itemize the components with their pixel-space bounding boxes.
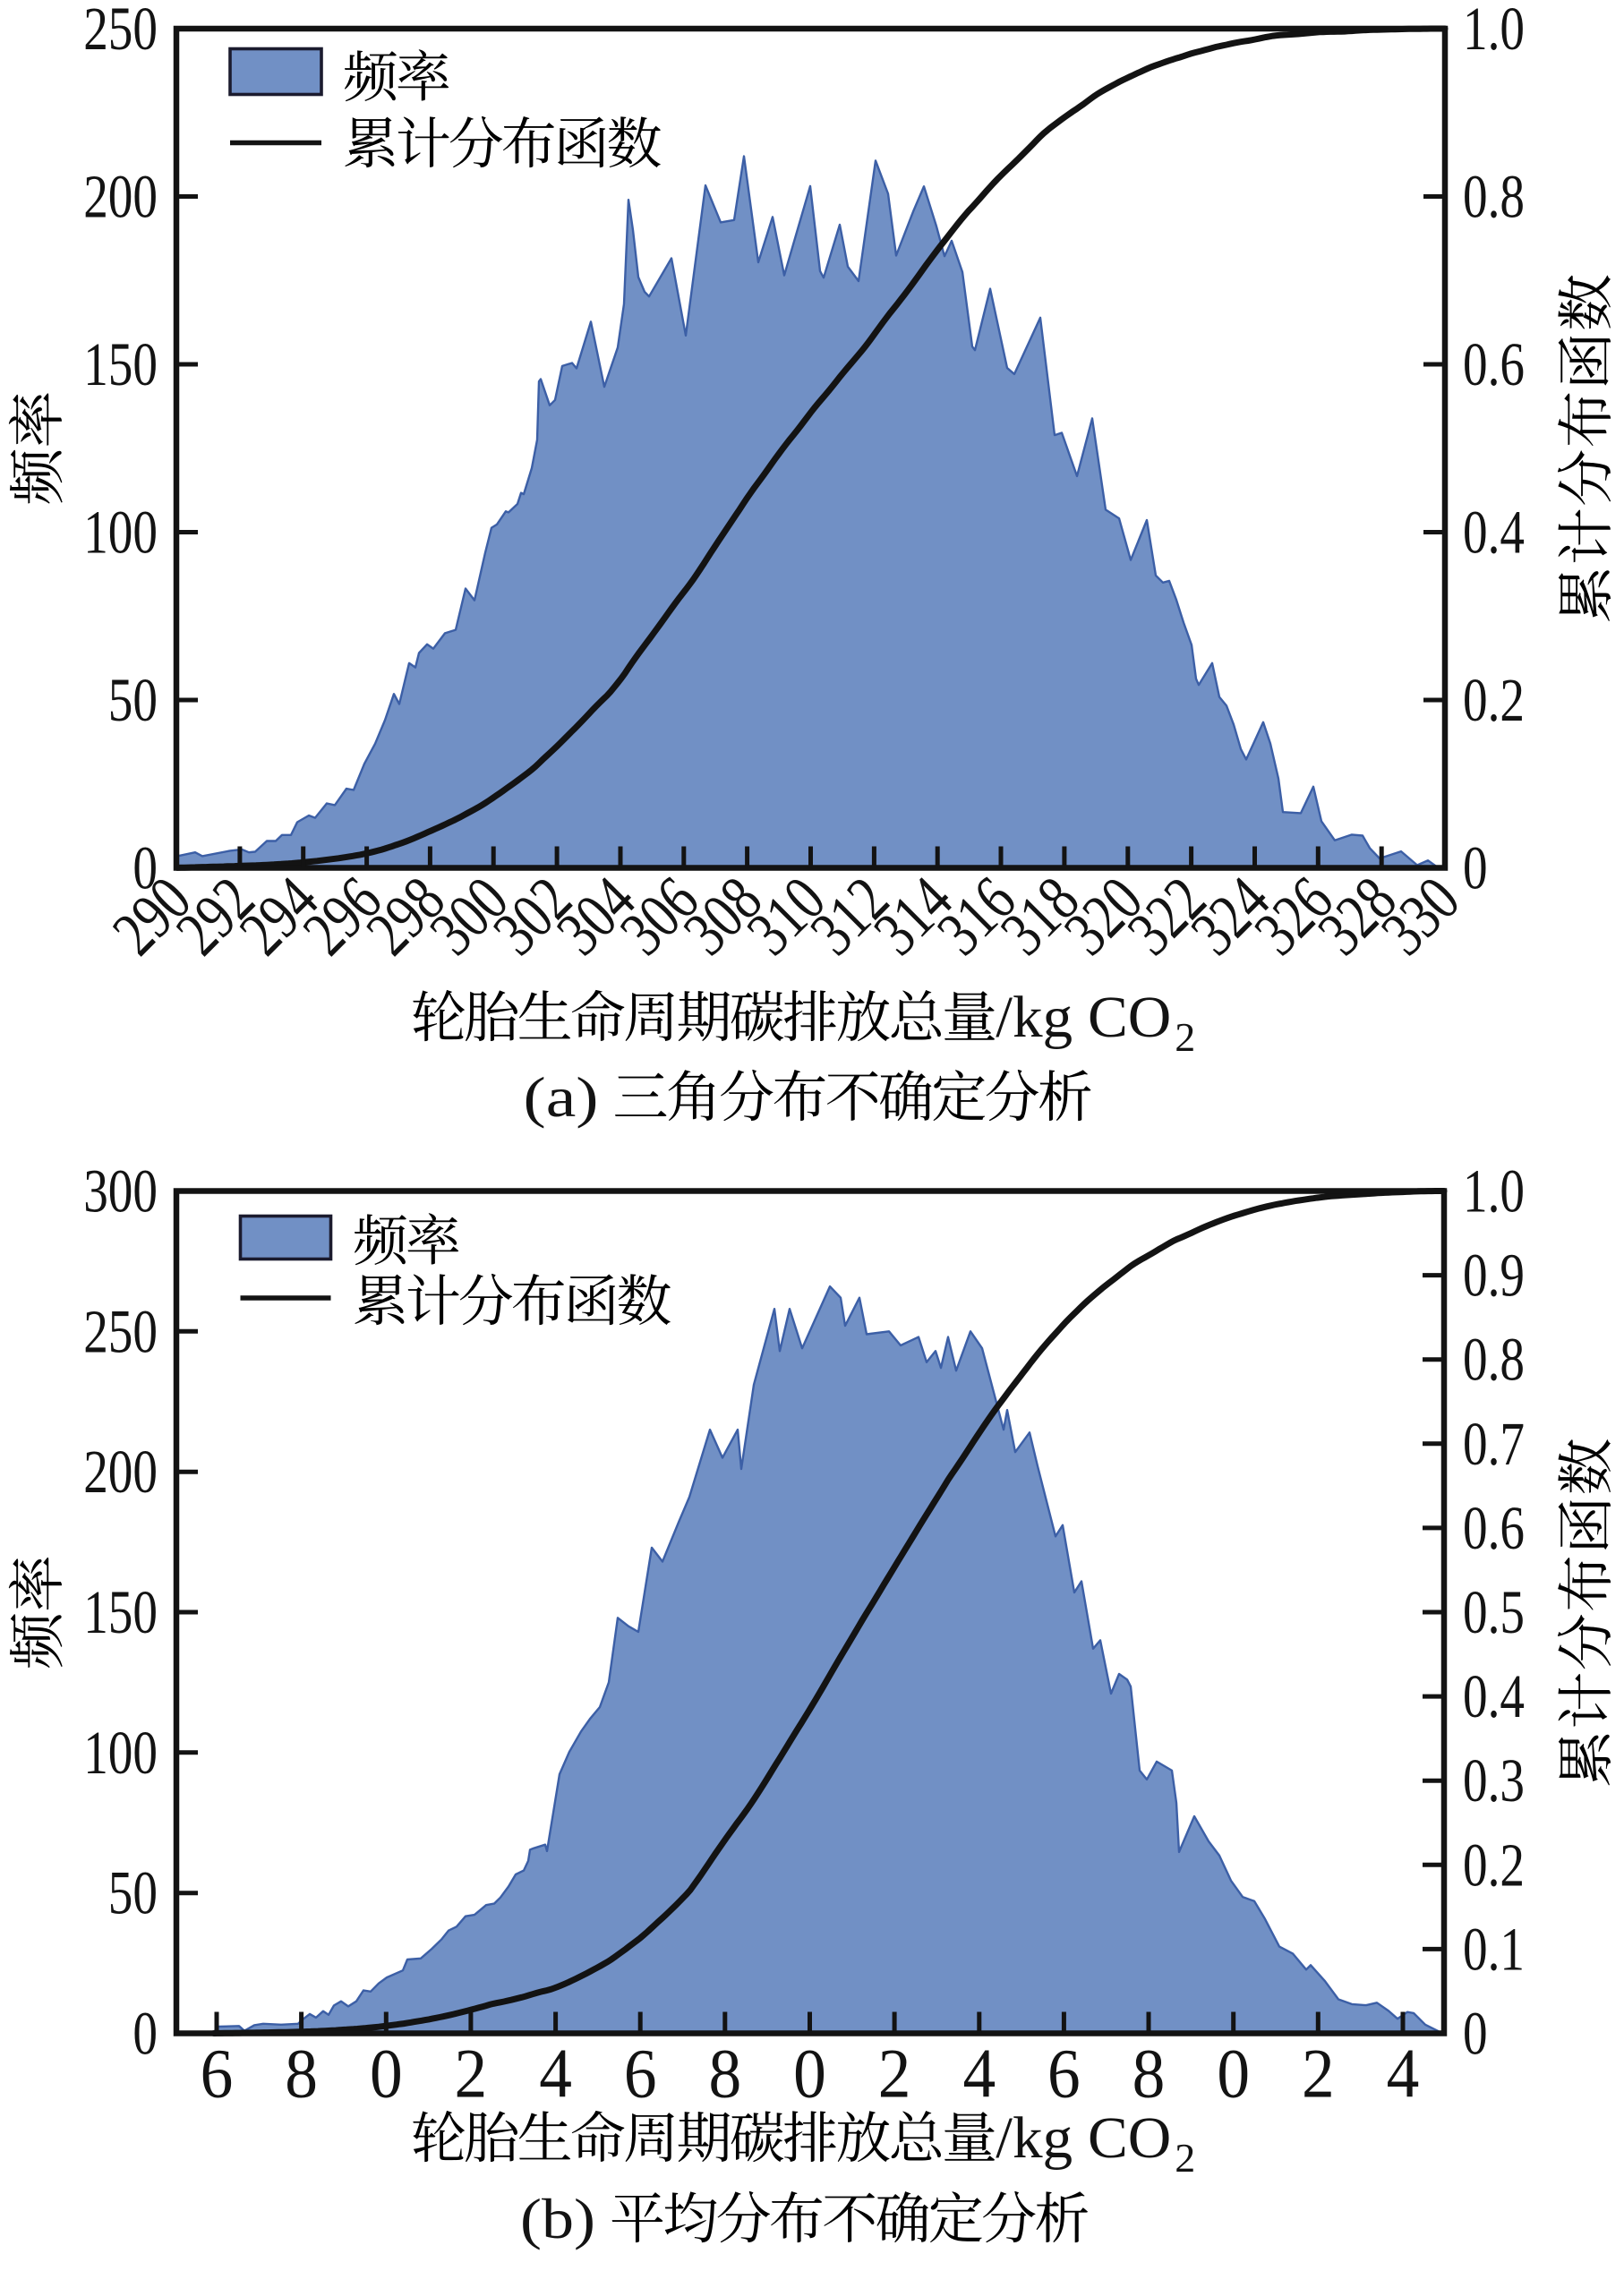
svg-text:4: 4 (962, 2035, 996, 2113)
svg-text:2: 2 (1175, 2135, 1195, 2181)
svg-text:0: 0 (1463, 834, 1488, 902)
svg-text:250: 250 (83, 0, 158, 63)
svg-text:50: 50 (108, 666, 158, 734)
svg-text:/kg CO: /kg CO (996, 2105, 1171, 2171)
svg-text:150: 150 (83, 330, 158, 398)
svg-text:0.6: 0.6 (1463, 330, 1525, 398)
svg-text:/kg CO: /kg CO (996, 985, 1171, 1050)
svg-text:0.4: 0.4 (1463, 1662, 1525, 1730)
svg-text:200: 200 (83, 1438, 158, 1506)
svg-text:1.0: 1.0 (1463, 1157, 1525, 1225)
svg-text:1.0: 1.0 (1463, 0, 1525, 63)
svg-text:(a): (a) (524, 1065, 599, 1129)
svg-text:0.6: 0.6 (1463, 1494, 1525, 1562)
svg-text:0.5: 0.5 (1463, 1578, 1525, 1646)
svg-text:0.3: 0.3 (1463, 1746, 1525, 1814)
svg-text:0.2: 0.2 (1463, 1831, 1525, 1899)
svg-text:8: 8 (285, 2035, 318, 2113)
svg-text:0.9: 0.9 (1463, 1242, 1525, 1310)
svg-text:0: 0 (132, 2000, 158, 2068)
svg-text:0: 0 (1217, 2035, 1250, 2113)
svg-text:100: 100 (83, 1719, 158, 1787)
svg-text:6: 6 (201, 2035, 234, 2113)
svg-text:6: 6 (624, 2035, 657, 2113)
svg-text:0.1: 0.1 (1463, 1915, 1525, 1983)
svg-text:(b): (b) (520, 2187, 595, 2250)
svg-text:8: 8 (708, 2035, 741, 2113)
svg-text:200: 200 (83, 163, 158, 231)
svg-text:0: 0 (370, 2035, 403, 2113)
svg-text:0.4: 0.4 (1463, 499, 1525, 567)
svg-text:0: 0 (132, 834, 158, 902)
svg-text:2: 2 (878, 2035, 911, 2113)
svg-text:0.7: 0.7 (1463, 1410, 1525, 1478)
svg-text:300: 300 (83, 1157, 158, 1225)
svg-text:2: 2 (1302, 2035, 1335, 2113)
svg-text:0.2: 0.2 (1463, 666, 1525, 734)
svg-text:0: 0 (1463, 2000, 1488, 2068)
svg-text:0: 0 (793, 2035, 826, 2113)
svg-text:0.8: 0.8 (1463, 163, 1525, 231)
svg-text:8: 8 (1133, 2035, 1166, 2113)
svg-text:250: 250 (83, 1297, 158, 1365)
svg-text:2: 2 (455, 2035, 488, 2113)
svg-text:150: 150 (83, 1578, 158, 1646)
svg-text:100: 100 (83, 499, 158, 567)
svg-text:4: 4 (1387, 2035, 1420, 2113)
svg-text:4: 4 (539, 2035, 572, 2113)
svg-text:0.8: 0.8 (1463, 1326, 1525, 1394)
svg-text:50: 50 (108, 1859, 158, 1927)
svg-text:6: 6 (1047, 2035, 1081, 2113)
svg-text:2: 2 (1175, 1014, 1195, 1060)
